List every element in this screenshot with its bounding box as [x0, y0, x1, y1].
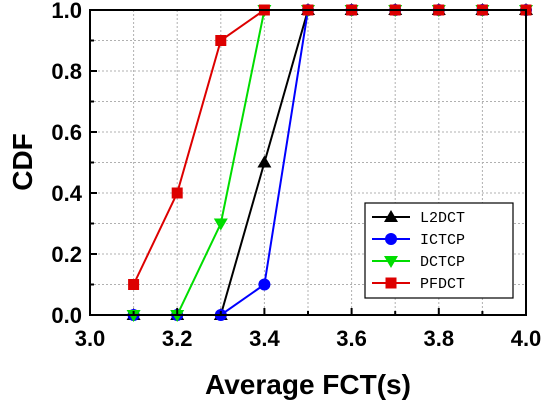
- data-point-l2dct: [257, 155, 272, 168]
- y-tick-label: 1.0: [51, 0, 82, 23]
- x-axis-title: Average FCT(s): [205, 369, 411, 400]
- data-point-pfdct: [128, 279, 140, 290]
- legend-label-ictcp: ICTCP: [420, 232, 465, 249]
- y-tick-label: 0.4: [51, 181, 82, 206]
- data-point-pfdct: [171, 187, 183, 199]
- x-tick-label: 4.0: [511, 326, 542, 351]
- data-point-pfdct: [215, 35, 227, 46]
- legend-marker-l2dct: [384, 210, 398, 222]
- legend-label-dctcp: DCTCP: [420, 254, 465, 271]
- y-tick-label: 0.8: [51, 59, 82, 84]
- legend-label-l2dct: L2DCT: [420, 210, 465, 227]
- y-tick-label: 0.0: [51, 303, 82, 328]
- x-tick-label: 3.8: [424, 326, 455, 351]
- data-point-dctcp: [213, 218, 228, 231]
- y-axis-title: CDF: [7, 133, 38, 191]
- legend: L2DCT ICTCP DCTCP PFDCT: [364, 202, 514, 299]
- x-tick-label: 3.4: [249, 326, 280, 351]
- legend-marker-dctcp: [384, 256, 398, 268]
- x-tick-label: 3.0: [75, 326, 106, 351]
- y-tick-label: 0.2: [51, 242, 82, 267]
- x-tick-label: 3.2: [162, 326, 193, 351]
- y-tick-label: 0.6: [51, 120, 82, 145]
- x-tick-label: 3.6: [336, 326, 367, 351]
- legend-marker-pfdct: [385, 277, 397, 289]
- axis-ticks: 3.0 3.2 3.4 3.6 3.8 4.0 0.0 0.2 0.4 0.6 0.8 1.0: [51, 0, 541, 351]
- legend-marker-ictcp: [385, 233, 397, 245]
- data-point-ictcp: [258, 278, 271, 291]
- legend-label-pfdct: PFDCT: [420, 276, 465, 293]
